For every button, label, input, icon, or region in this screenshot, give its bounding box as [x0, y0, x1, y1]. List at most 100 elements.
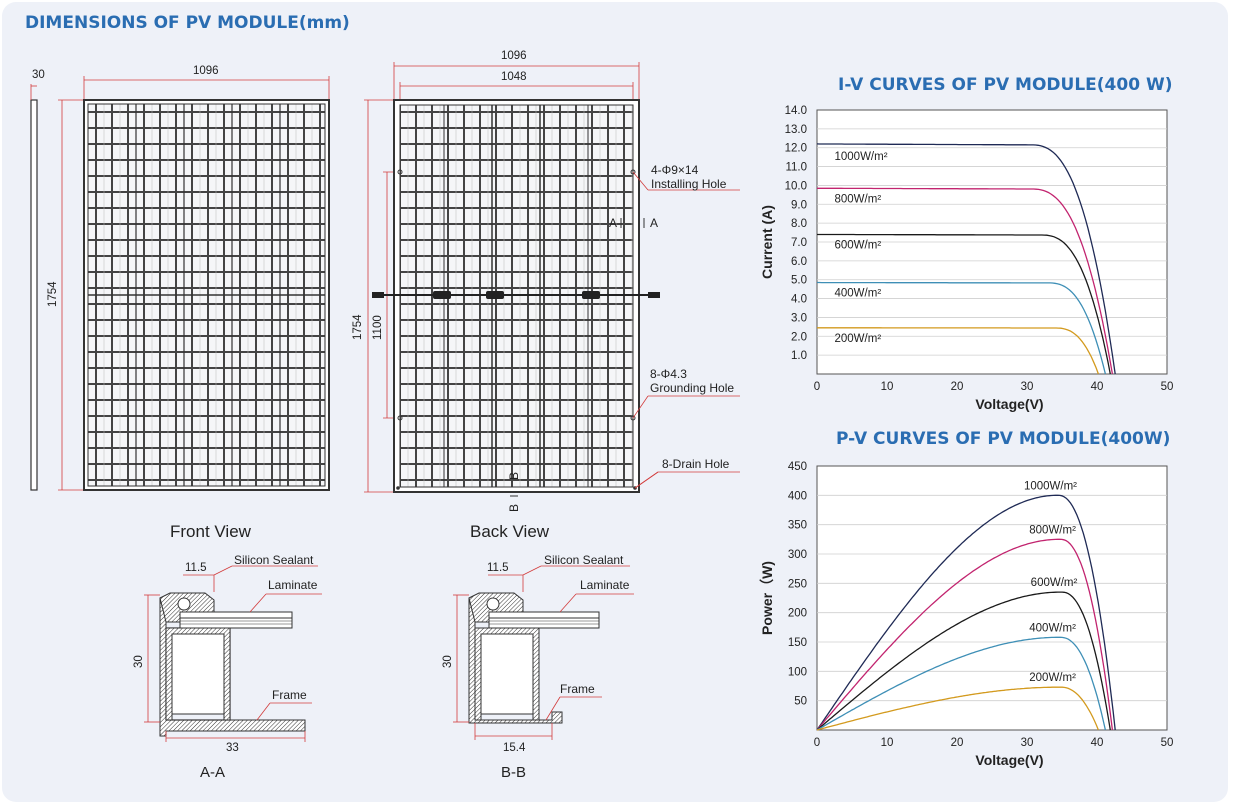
aa-caption: A-A: [200, 764, 225, 781]
installing-hole-label: Installing Hole: [651, 177, 727, 191]
series-line: [817, 187, 1114, 375]
section-aa: 11.5 Silicon Sealant Laminate Frame 30 3…: [133, 553, 322, 781]
pv-ylabel: Power（W): [759, 561, 775, 635]
iv-chart: 1.0 2.0 3.0 4.0 5.0 6.0 7.0 8.0 9.0 10.0 11.0 12.0 1…: [759, 105, 1174, 412]
series-label: 200W/m²: [1029, 672, 1076, 684]
y-tick-label: 100: [788, 666, 807, 678]
dimensions-title: DIMENSIONS OF PV MODULE(mm): [25, 13, 350, 33]
pv-xlabel: Voltage(V): [975, 752, 1043, 768]
grounding-hole-spec: 8-Φ4.3: [650, 367, 687, 381]
x-tick-label: 10: [881, 737, 894, 749]
y-tick-label: 3.0: [791, 312, 807, 324]
iv-ylabel: Current (A): [759, 205, 775, 279]
back-view-caption: Back View: [470, 522, 550, 541]
side-view: 30: [30, 69, 45, 491]
series-label: 200W/m²: [835, 333, 882, 345]
bb-top-dim: 11.5: [487, 562, 509, 574]
plot-area: [816, 465, 1168, 731]
y-tick-label: 14.0: [785, 105, 807, 117]
y-tick-label: 150: [788, 637, 807, 649]
x-tick-label: 50: [1161, 381, 1174, 393]
series-label: 1000W/m²: [1024, 480, 1077, 492]
front-view-caption: Front View: [170, 522, 252, 541]
x-tick-label: 0: [814, 381, 820, 393]
aa-top-dim: 11.5: [185, 562, 207, 574]
bb-frame-label: Frame: [560, 682, 595, 696]
bb-sealant-label: Silicon Sealant: [544, 553, 624, 567]
y-tick-label: 6.0: [791, 256, 807, 268]
back-height-outer-dim: 1754: [352, 314, 364, 340]
series-label: 800W/m²: [1029, 524, 1076, 536]
series-label: 600W/m²: [835, 239, 882, 251]
series-label: 400W/m²: [835, 288, 882, 300]
y-tick-label: 2.0: [791, 331, 807, 343]
series-line: [817, 281, 1107, 375]
iv-chart-title: I-V CURVES OF PV MODULE(400 W): [838, 75, 1173, 95]
series-line: [816, 591, 1111, 731]
section-b-top: B: [507, 472, 521, 480]
x-tick-label: 40: [1091, 737, 1104, 749]
aa-height-dim: 30: [133, 655, 145, 668]
front-height-dim: 1754: [47, 281, 59, 307]
series-line: [816, 686, 1100, 731]
x-tick-label: 20: [951, 381, 964, 393]
x-tick-label: 40: [1091, 381, 1104, 393]
x-tick-label: 30: [1021, 381, 1034, 393]
y-tick-label: 250: [788, 578, 807, 590]
pv-chart-title: P-V CURVES OF PV MODULE(400W): [836, 429, 1171, 449]
y-tick-label: 1.0: [791, 350, 807, 362]
grounding-hole-label: Grounding Hole: [650, 381, 734, 395]
aa-sealant-label: Silicon Sealant: [234, 553, 314, 567]
aa-bottom-dim: 33: [226, 742, 239, 754]
section-bb: 11.5 Silicon Sealant Laminate Frame 30 1…: [442, 553, 634, 781]
pv-chart: 50 100 150 200 250 300 350 400 450 0 10 20 30 40 50 10…: [759, 461, 1174, 768]
bb-height-dim: 30: [442, 655, 454, 668]
bb-caption: B-B: [501, 764, 526, 781]
iv-xlabel: Voltage(V): [975, 396, 1043, 412]
y-tick-label: 12.0: [785, 143, 807, 155]
back-height-inner-dim: 1100: [372, 315, 384, 340]
y-tick-label: 400: [788, 490, 807, 502]
series-line: [817, 233, 1111, 375]
y-tick-label: 4.0: [791, 294, 807, 306]
y-tick-label: 300: [788, 549, 807, 561]
bb-bottom-dim: 15.4: [503, 742, 526, 754]
bb-laminate-label: Laminate: [580, 578, 630, 592]
series-line: [816, 494, 1116, 731]
y-tick-label: 8.0: [791, 218, 807, 230]
back-view: 1096 1048 1754 1100: [352, 50, 740, 541]
thickness-dim: 30: [32, 69, 45, 81]
y-tick-label: 50: [794, 696, 807, 708]
x-tick-label: 30: [1021, 737, 1034, 749]
y-tick-label: 5.0: [791, 275, 807, 287]
section-a-left: A: [609, 216, 617, 230]
series-line: [816, 636, 1107, 731]
y-tick-label: 7.0: [791, 237, 807, 249]
front-view: 1096 1754 Front View: [47, 65, 330, 541]
series-line: [817, 327, 1100, 375]
x-tick-label: 50: [1161, 737, 1174, 749]
x-tick-label: 10: [881, 381, 894, 393]
front-width-dim: 1096: [193, 65, 219, 77]
y-tick-label: 9.0: [791, 199, 807, 211]
y-tick-label: 13.0: [785, 124, 807, 136]
series-line: [816, 538, 1114, 731]
y-tick-label: 200: [788, 608, 807, 620]
drain-hole-label: 8-Drain Hole: [662, 457, 730, 471]
section-b-bottom: B: [507, 504, 521, 512]
series-label: 600W/m²: [1031, 577, 1078, 589]
installing-hole-spec: 4-Φ9×14: [651, 163, 699, 177]
y-tick-label: 450: [788, 461, 807, 473]
back-width-outer-dim: 1096: [501, 50, 527, 62]
y-tick-label: 10.0: [785, 180, 807, 192]
series-label: 1000W/m²: [835, 151, 888, 163]
dimension-drawings: 30 1096 1754 Front View 1096: [30, 50, 740, 781]
aa-laminate-label: Laminate: [268, 578, 318, 592]
series-line: [816, 143, 1116, 375]
y-tick-label: 350: [788, 520, 807, 532]
series-label: 400W/m²: [1029, 622, 1076, 634]
back-width-inner-dim: 1048: [501, 71, 527, 83]
aa-frame-label: Frame: [272, 688, 307, 702]
section-a-right: A: [650, 216, 658, 230]
